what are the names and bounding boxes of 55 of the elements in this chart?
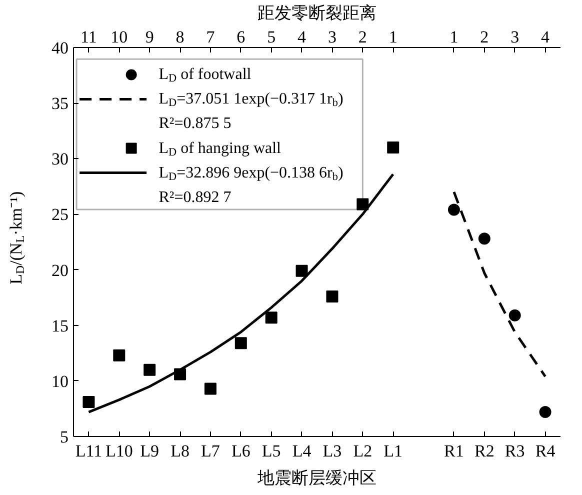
x-tick-label: L11 [75,442,102,460]
annotation: 2 [358,28,367,46]
x2-axis-title: 距发零断裂距离 [258,4,376,22]
point [234,337,247,350]
y-axis-title: LD/(NL·km⁻¹) [6,191,28,284]
annotation: 9 [145,28,154,46]
annotation: 1 [388,28,398,46]
point [356,198,369,210]
y-tick-label: 35 [52,94,68,114]
x-tick-label: L10 [105,442,133,460]
x-tick-label: L3 [322,442,342,460]
point [326,290,338,302]
y-tick-label: 25 [52,205,68,224]
y-tick-label: 40 [52,38,68,58]
y-tick-label: 30 [52,150,68,169]
x-tick-label: R4 [535,442,556,460]
point [387,142,400,154]
annotation: 8 [176,28,184,46]
annotation: 4 [298,28,307,46]
point [82,396,95,408]
annotation: 7 [206,28,216,46]
annotation: 3 [328,28,336,46]
x-tick-label: R2 [474,442,494,460]
annotation: 2 [480,28,489,46]
x-tick-label: L7 [201,442,220,460]
x-tick-label: L1 [384,442,403,460]
point [448,204,460,216]
point [539,406,552,418]
point [265,312,278,324]
point [113,349,126,362]
annotation: 3 [510,28,520,46]
x-tick-label: L2 [353,442,372,460]
point [478,232,490,245]
annotation: 6 [236,28,246,46]
y-tick-label: 5 [60,428,68,446]
annotation: 11 [80,28,97,46]
annotation: 1 [450,28,458,46]
y-tick-label: 10 [52,372,68,391]
x-tick-label: L6 [231,442,250,460]
y-tick-label: 20 [52,260,68,280]
x-axis-title: 地震断层缓冲区 [256,468,376,488]
point [508,309,521,322]
point [144,364,156,376]
annotation: 5 [267,28,276,46]
x-tick-label: L9 [140,442,160,460]
annotation: 10 [110,28,128,46]
x-tick-label: L5 [262,442,281,460]
x-tick-label: L8 [170,442,190,460]
x-tick-label: R3 [504,442,525,460]
point [204,382,216,395]
annotation: 4 [541,28,550,46]
point [296,264,308,277]
y-tick-label: 15 [52,316,68,336]
x-tick-label: L4 [292,442,312,460]
x-tick-label: R1 [444,442,464,460]
